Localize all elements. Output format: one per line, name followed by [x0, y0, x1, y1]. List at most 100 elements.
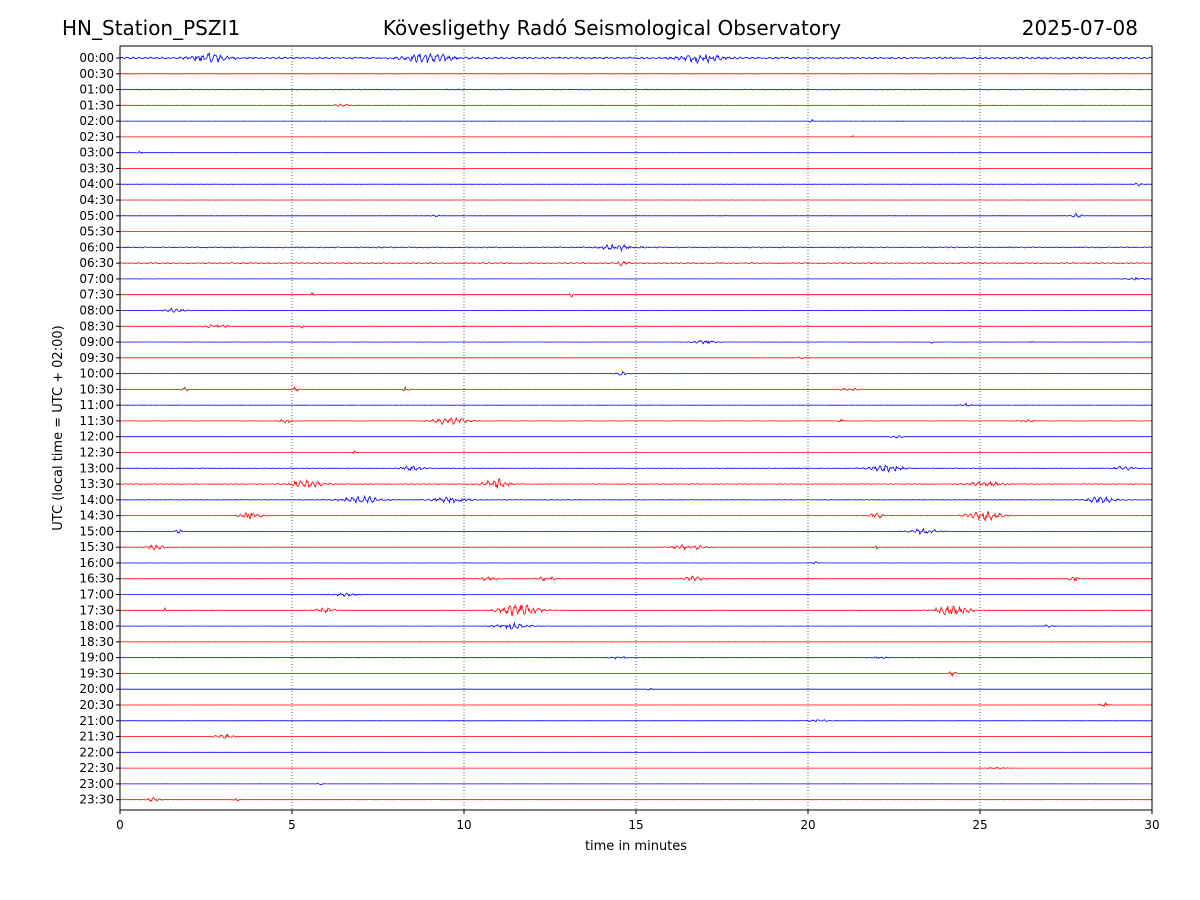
y-tick-label: 02:00: [79, 114, 114, 128]
y-tick-label: 12:00: [79, 430, 114, 444]
vertical-gridlines: [291, 46, 981, 810]
trace-2030: [120, 702, 1152, 708]
y-tick-label: 09:00: [79, 335, 114, 349]
x-tick-label: 5: [288, 818, 296, 832]
y-tick-label: 09:30: [79, 351, 114, 365]
y-tick-label: 15:30: [79, 540, 114, 554]
trace-0500: [120, 213, 1153, 218]
trace-2300: [119, 782, 1152, 786]
y-tick-label: 07:30: [79, 288, 114, 302]
trace-0800: [120, 307, 1152, 313]
y-tick-label: 11:00: [79, 398, 114, 412]
y-axis-label: UTC (local time = UTC + 02:00): [51, 325, 66, 530]
y-tick-label: 10:00: [79, 367, 114, 381]
trace-1930: [120, 670, 1152, 678]
y-tick-label: 02:30: [79, 130, 114, 144]
trace-0230: [120, 134, 1152, 138]
y-tick-label: 18:30: [79, 635, 114, 649]
trace-0130: [119, 103, 1152, 107]
y-tick-label: 04:30: [79, 193, 114, 207]
y-tick-label: 15:00: [79, 524, 114, 538]
y-tick-label: 08:00: [79, 303, 114, 317]
y-tick-label: 04:00: [79, 177, 114, 191]
y-tick-label: 21:30: [79, 730, 114, 744]
trace-1900: [120, 656, 1152, 660]
y-tick-label: 23:00: [79, 777, 114, 791]
x-axis-label: time in minutes: [585, 839, 687, 854]
trace-0300: [120, 150, 1152, 155]
x-tick-label: 25: [972, 818, 987, 832]
y-tick-label: 01:00: [79, 83, 114, 97]
y-tick-label: 08:30: [79, 319, 114, 333]
y-tick-label: 16:30: [79, 572, 114, 586]
y-tick-label: 17:30: [79, 603, 114, 617]
y-tick-label: 03:30: [79, 161, 114, 175]
trace-1000: [120, 370, 1152, 376]
y-tick-label: 13:30: [79, 477, 114, 491]
trace-0100: [120, 88, 1153, 91]
trace-2000: [120, 687, 1152, 691]
date-title: 2025-07-08: [1022, 16, 1138, 40]
x-tick-label: 10: [456, 818, 471, 832]
trace-0730: [120, 292, 1152, 298]
y-tick-label: 10:30: [79, 382, 114, 396]
y-tick-label: 19:00: [79, 651, 114, 665]
trace-2130: [120, 733, 1152, 739]
y-tick-label: 07:00: [79, 272, 114, 286]
y-tick-label: 12:30: [79, 446, 114, 460]
trace-0700: [120, 276, 1152, 281]
trace-1130: [119, 417, 1152, 426]
x-tick-label: 30: [1144, 818, 1159, 832]
y-tick-label: 14:30: [79, 509, 114, 523]
trace-0900: [119, 339, 1152, 345]
y-tick-label: 01:30: [79, 98, 114, 112]
trace-1430: [120, 511, 1152, 522]
trace-0200: [119, 118, 1152, 123]
trace-1700: [120, 592, 1152, 597]
x-axis-ticks: 0 5 10 15 20 25 30: [116, 810, 1160, 832]
y-tick-label: 03:00: [79, 146, 114, 160]
y-tick-label: 00:00: [79, 51, 114, 65]
trace-1300: [120, 464, 1153, 473]
x-tick-label: 0: [116, 818, 124, 832]
trace-2230: [120, 766, 1152, 770]
trace-1630: [120, 575, 1153, 582]
y-tick-label: 06:30: [79, 256, 114, 270]
seismic-traces: [119, 52, 1153, 802]
y-tick-label: 11:30: [79, 414, 114, 428]
y-tick-label: 00:30: [79, 67, 114, 81]
y-tick-label: 23:30: [79, 793, 114, 807]
y-tick-label: 17:00: [79, 588, 114, 602]
x-tick-label: 15: [628, 818, 643, 832]
station-title: HN_Station_PSZI1: [62, 16, 240, 40]
y-tick-label: 05:00: [79, 209, 114, 223]
trace-1530: [120, 544, 1152, 551]
trace-1330: [119, 478, 1152, 489]
trace-1800: [120, 621, 1153, 630]
trace-1400: [119, 494, 1152, 505]
y-tick-label: 16:00: [79, 556, 114, 570]
y-tick-label: 19:30: [79, 666, 114, 680]
trace-2100: [120, 719, 1153, 723]
y-tick-label: 05:30: [79, 225, 114, 239]
trace-1030: [119, 385, 1152, 392]
y-tick-label: 14:00: [79, 493, 114, 507]
y-tick-label: 18:00: [79, 619, 114, 633]
trace-1230: [120, 450, 1152, 455]
trace-1600: [119, 561, 1152, 565]
x-tick-label: 20: [800, 818, 815, 832]
y-tick-label: 20:30: [79, 698, 114, 712]
y-tick-label: 22:00: [79, 745, 114, 759]
trace-0000: [119, 52, 1153, 65]
trace-1100: [119, 402, 1153, 407]
trace-1200: [120, 435, 1152, 439]
y-tick-label: 20:00: [79, 682, 114, 696]
trace-1500: [120, 527, 1152, 536]
y-tick-label: 21:00: [79, 714, 114, 728]
trace-0930: [120, 356, 1152, 360]
observatory-title: Kövesligethy Radó Seismological Observat…: [383, 16, 841, 40]
trace-0400: [120, 182, 1153, 187]
trace-0630: [119, 260, 1153, 267]
